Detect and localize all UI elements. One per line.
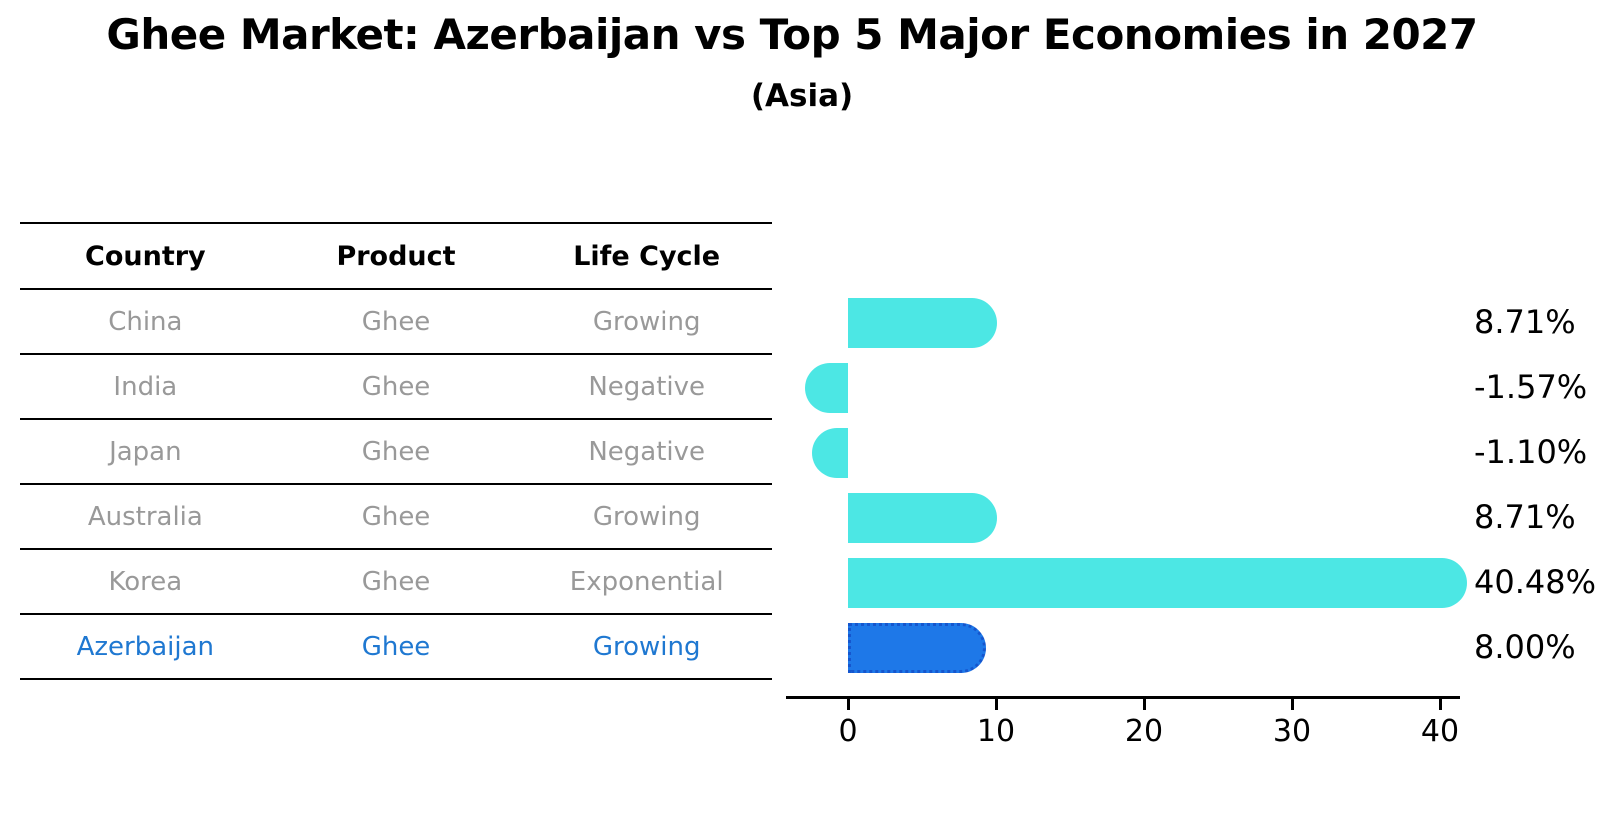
table-header-country: Country	[85, 240, 206, 272]
x-axis-line	[786, 696, 1460, 699]
table-header-row: Country Product Life Cycle	[20, 222, 772, 290]
table-row-korea: Korea Ghee Exponential	[20, 550, 772, 615]
bar-china	[848, 297, 997, 348]
cell-product: Ghee	[361, 306, 431, 337]
bar-india	[804, 362, 848, 413]
cell-lifecycle: Growing	[592, 501, 701, 532]
bar-chart: 8.71% -1.57% -1.10% 8.71% 40.48% 8.00% 0…	[780, 290, 1604, 770]
x-axis-tick	[1438, 699, 1442, 710]
cell-country: China	[108, 306, 183, 337]
cell-product: Ghee	[361, 566, 431, 597]
cell-lifecycle: Growing	[592, 631, 701, 662]
cell-lifecycle: Growing	[592, 306, 701, 337]
x-axis-tick	[994, 699, 998, 710]
bar-australia	[848, 492, 997, 543]
cell-country: Australia	[87, 501, 203, 532]
x-axis-tick-label: 0	[838, 714, 858, 749]
table-row-azerbaijan: Azerbaijan Ghee Growing	[20, 615, 772, 680]
table-row-china: China Ghee Growing	[20, 290, 772, 355]
cell-product: Ghee	[361, 501, 431, 532]
value-label-azerbaijan: 8.00%	[1474, 628, 1576, 666]
x-axis-tick	[846, 699, 850, 710]
cell-product: Ghee	[361, 631, 431, 662]
table-header-lifecycle: Life Cycle	[573, 240, 721, 272]
cell-country: Japan	[109, 436, 182, 467]
bar-japan	[811, 427, 848, 478]
table-header-product: Product	[336, 240, 456, 272]
x-axis-tick	[1142, 699, 1146, 710]
bar-azerbaijan	[848, 622, 987, 673]
x-axis-tick-label: 40	[1420, 714, 1460, 749]
x-axis-tick	[1290, 699, 1294, 710]
value-label-china: 8.71%	[1474, 303, 1576, 341]
chart-subtitle: (Asia)	[750, 78, 854, 114]
value-label-australia: 8.71%	[1474, 498, 1576, 536]
x-axis-tick-label: 10	[976, 714, 1016, 749]
table-row-japan: Japan Ghee Negative	[20, 420, 772, 485]
x-axis-tick-label: 30	[1272, 714, 1312, 749]
cell-product: Ghee	[361, 371, 431, 402]
value-label-japan: -1.10%	[1474, 433, 1588, 471]
cell-lifecycle: Exponential	[569, 566, 724, 597]
country-table: Country Product Life Cycle China Ghee Gr…	[20, 222, 772, 680]
cell-country: Korea	[108, 566, 183, 597]
x-axis-tick-label: 20	[1124, 714, 1164, 749]
cell-lifecycle: Negative	[588, 436, 706, 467]
cell-country: Azerbaijan	[76, 631, 215, 662]
value-label-india: -1.57%	[1474, 368, 1588, 406]
table-row-india: India Ghee Negative	[20, 355, 772, 420]
chart-title: Ghee Market: Azerbaijan vs Top 5 Major E…	[106, 10, 1478, 59]
cell-country: India	[113, 371, 178, 402]
table-row-australia: Australia Ghee Growing	[20, 485, 772, 550]
value-label-korea: 40.48%	[1474, 563, 1597, 601]
cell-product: Ghee	[361, 436, 431, 467]
cell-lifecycle: Negative	[588, 371, 706, 402]
bar-korea	[848, 557, 1468, 608]
